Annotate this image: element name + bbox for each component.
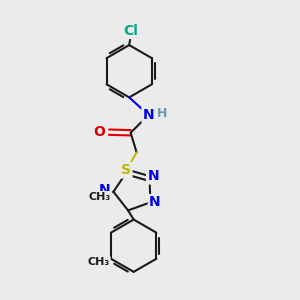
Text: N: N (143, 108, 154, 122)
Text: H: H (157, 107, 167, 120)
Text: N: N (147, 169, 159, 183)
Text: S: S (121, 163, 131, 177)
Text: N: N (149, 195, 161, 209)
Text: N: N (98, 183, 110, 197)
Text: Cl: Cl (123, 24, 138, 38)
Text: CH₃: CH₃ (89, 192, 111, 202)
Text: CH₃: CH₃ (87, 257, 110, 267)
Text: O: O (94, 125, 105, 139)
